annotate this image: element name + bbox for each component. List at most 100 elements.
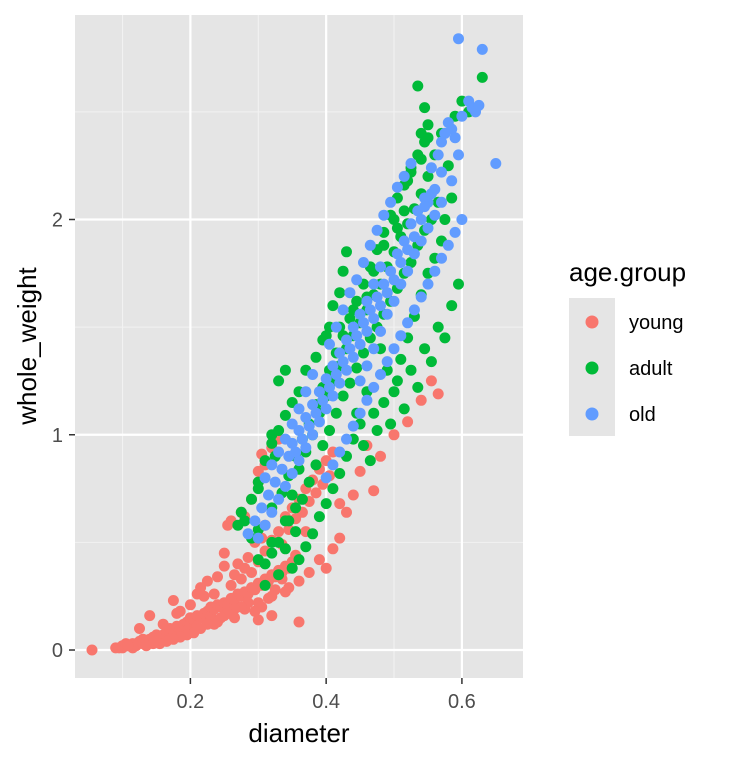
data-point (208, 588, 220, 600)
data-point (290, 502, 302, 514)
data-point (334, 468, 346, 479)
data-point (225, 579, 237, 591)
data-point (300, 442, 312, 454)
data-point (246, 567, 257, 578)
data-point (449, 226, 461, 238)
data-point (375, 261, 386, 273)
data-point (381, 308, 393, 320)
data-point (320, 562, 332, 574)
data-point (242, 552, 254, 563)
data-point (368, 407, 380, 419)
data-point (358, 440, 369, 451)
data-point (446, 175, 458, 187)
data-points (86, 33, 502, 656)
x-tick-label: 0.6 (448, 691, 476, 713)
data-point (344, 287, 356, 299)
data-point (171, 607, 183, 619)
data-point (212, 571, 223, 583)
data-point (293, 403, 305, 415)
series-old (242, 33, 502, 544)
data-point (273, 375, 285, 387)
data-point (453, 33, 464, 45)
data-point (313, 416, 325, 428)
data-point (279, 515, 291, 527)
data-point (235, 573, 247, 585)
data-point (388, 295, 400, 307)
data-point (436, 196, 447, 208)
data-point (391, 222, 403, 234)
data-point (327, 459, 339, 471)
data-point (425, 162, 437, 174)
data-point (293, 554, 305, 566)
data-point (259, 579, 271, 591)
data-point (218, 547, 230, 559)
data-point (256, 502, 268, 514)
data-point (470, 106, 481, 118)
y-tick-label: 2 (52, 209, 63, 231)
data-point (378, 278, 390, 290)
data-point (337, 356, 349, 368)
data-point (157, 618, 169, 630)
data-point (263, 592, 274, 604)
data-point (364, 239, 376, 251)
data-point (293, 616, 305, 628)
x-axis-title: diameter (248, 718, 349, 748)
data-point (432, 321, 444, 333)
y-tick-label: 0 (52, 640, 63, 662)
data-point (313, 511, 325, 523)
data-point (310, 407, 322, 419)
data-point (354, 407, 366, 419)
data-point (422, 119, 434, 131)
data-point (290, 526, 302, 538)
data-point (293, 455, 305, 467)
data-point (334, 498, 346, 510)
data-point (412, 80, 424, 92)
data-point (361, 360, 373, 372)
data-point (432, 149, 444, 161)
data-point (303, 420, 315, 432)
data-point (395, 353, 407, 365)
legend-label-adult: adult (629, 358, 673, 380)
data-point (279, 543, 291, 555)
data-point (419, 343, 431, 355)
data-point (184, 599, 196, 611)
data-point (327, 543, 339, 555)
data-point (419, 201, 431, 213)
data-point (86, 644, 98, 656)
data-point (358, 257, 369, 268)
data-point (266, 536, 278, 548)
data-point (324, 425, 335, 436)
data-point (422, 170, 434, 182)
data-point (337, 390, 349, 402)
data-point (327, 360, 339, 372)
data-point (273, 526, 285, 538)
data-point (330, 321, 342, 333)
data-point (286, 468, 298, 479)
data-point (398, 403, 410, 415)
data-point (300, 412, 312, 423)
data-point (167, 595, 179, 606)
data-point (361, 325, 373, 337)
legend-items: young adult old (585, 312, 684, 426)
data-point (269, 584, 281, 596)
data-point (341, 506, 352, 518)
data-point (286, 489, 298, 501)
data-point (252, 483, 264, 495)
data-point (140, 640, 152, 652)
data-point (364, 455, 376, 467)
data-point (375, 369, 386, 380)
data-point (415, 235, 427, 247)
data-point (320, 403, 332, 415)
data-point (222, 519, 234, 531)
data-point (310, 459, 322, 471)
data-point (259, 472, 271, 484)
data-point (446, 123, 458, 135)
data-point (456, 214, 468, 225)
data-point (317, 394, 329, 406)
data-point (347, 351, 359, 363)
legend-key-adult (585, 361, 599, 375)
data-point (375, 325, 386, 337)
data-point (344, 313, 356, 324)
data-point (436, 252, 447, 264)
data-point (385, 418, 397, 430)
